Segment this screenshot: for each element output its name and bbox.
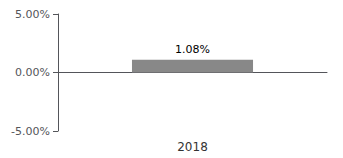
svg-text:-5.00%: -5.00% — [11, 125, 50, 138]
svg-text:5.00%: 5.00% — [15, 8, 50, 21]
svg-text:0.00%: 0.00% — [15, 66, 50, 79]
svg-text:1.08%: 1.08% — [175, 43, 210, 56]
svg-text:2018: 2018 — [177, 140, 208, 154]
